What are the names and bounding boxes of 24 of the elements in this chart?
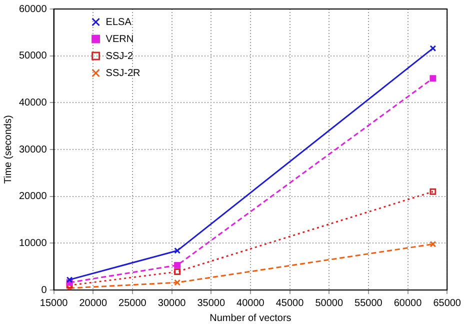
x-tick-label: 25000: [118, 298, 147, 309]
x-axis-title: Number of vectors: [210, 312, 292, 324]
x-tick-label: 65000: [433, 298, 462, 309]
x-tick-label: 45000: [276, 298, 304, 309]
y-tick-label: 40000: [18, 97, 48, 108]
x-tick-label: 20000: [79, 298, 108, 309]
legend-label: ELSA: [106, 16, 132, 28]
x-tick-label: 55000: [354, 298, 383, 309]
legend-label: SSJ-2: [106, 50, 134, 62]
y-tick-label: 0: [41, 284, 48, 296]
legend-label: VERN: [106, 34, 134, 45]
x-tick-label: 60000: [394, 298, 422, 309]
x-tick-label: 50000: [315, 298, 344, 309]
x-tick-label: 30000: [158, 298, 186, 309]
y-tick-label: 50000: [18, 50, 48, 62]
y-tick-label: 10000: [18, 238, 48, 249]
legend-label: SSJ-2R: [106, 68, 140, 79]
y-axis-title: Time (seconds): [2, 115, 14, 184]
x-tick-label: 15000: [40, 298, 68, 309]
y-tick-label: 20000: [18, 191, 48, 202]
y-tick-label: 30000: [18, 144, 48, 156]
x-tick-label: 35000: [197, 298, 226, 309]
y-tick-label: 60000: [18, 4, 48, 15]
x-tick-label: 40000: [236, 298, 265, 309]
